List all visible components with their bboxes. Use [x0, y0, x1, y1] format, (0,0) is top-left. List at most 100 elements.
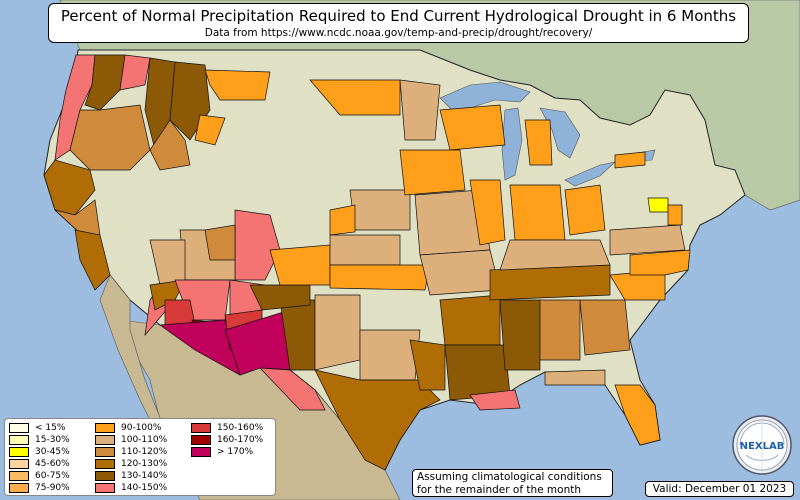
legend: < 15% 15-30% 30-45% 45-60% 60-75% 75-90% 90-10… [4, 418, 276, 496]
legend-swatch [191, 423, 211, 433]
legend-swatch [95, 483, 115, 493]
legend-item: 30-45% [9, 446, 95, 458]
region-ca-south [74, 229, 111, 291]
drought-regions [43, 54, 691, 471]
region-fl-panhandle [544, 369, 606, 386]
legend-label: 120-130% [121, 459, 168, 469]
legend-swatch [9, 459, 29, 469]
legend-label: 15-30% [35, 435, 70, 445]
region-ks-west [269, 244, 331, 286]
region-pa [614, 151, 646, 169]
region-tx-panhandle [314, 294, 361, 371]
region-ne-west [329, 204, 356, 236]
legend-swatch [9, 471, 29, 481]
legend-label: > 170% [217, 447, 254, 457]
region-la-coast [469, 389, 521, 411]
region-ks-central [329, 234, 401, 266]
region-wa-east [119, 54, 151, 91]
assumption-note: Assuming climatological conditions for t… [412, 469, 613, 497]
legend-item: < 15% [9, 422, 95, 434]
region-ne-east [349, 189, 411, 231]
legend-label: 160-170% [217, 435, 264, 445]
legend-label: 140-150% [121, 483, 168, 493]
map-subtitle: Data from https://www.ncdc.noaa.gov/temp… [204, 27, 593, 39]
legend-label: < 15% [35, 423, 66, 433]
lake-michigan [501, 107, 523, 181]
legend-swatch [95, 435, 115, 445]
legend-item: 75-90% [9, 482, 95, 494]
region-mi [524, 119, 553, 166]
region-tx-far-west [259, 367, 326, 411]
region-mo-south [419, 249, 501, 296]
legend-item: 100-110% [95, 434, 191, 446]
region-md [647, 197, 669, 213]
region-oh [564, 184, 606, 236]
legend-label: 130-140% [121, 471, 168, 481]
legend-item: 60-75% [9, 470, 95, 482]
region-az-central [164, 299, 196, 326]
region-ia [399, 149, 466, 196]
legend-item: 120-130% [95, 458, 191, 470]
region-al [539, 299, 581, 361]
region-va [609, 224, 686, 256]
legend-item: 130-140% [95, 470, 191, 482]
legend-item: 110-120% [95, 446, 191, 458]
legend-item: 140-150% [95, 482, 191, 494]
legend-swatch [191, 435, 211, 445]
region-ky [499, 239, 611, 271]
logo-text: NEXLAB [740, 441, 785, 452]
map-title: Percent of Normal Precipitation Required… [60, 7, 737, 25]
region-ok [329, 264, 431, 291]
lake-erie [564, 161, 616, 187]
region-il [469, 179, 506, 246]
region-id-south [149, 119, 191, 171]
legend-item: 15-30% [9, 434, 95, 446]
legend-swatch [95, 459, 115, 469]
region-wi [439, 104, 506, 151]
legend-swatch [9, 423, 29, 433]
region-tx-north [359, 329, 421, 381]
legend-label: 75-90% [35, 483, 70, 493]
region-mn-west [399, 79, 441, 141]
legend-item: 90-100% [95, 422, 191, 434]
note-line-2: for the remainder of the month [417, 483, 582, 496]
legend-swatch [95, 471, 115, 481]
nexlab-logo: NEXLAB [732, 415, 792, 475]
region-in [509, 184, 566, 241]
legend-item: 150-160% [191, 422, 277, 434]
legend-label: 45-60% [35, 459, 70, 469]
region-nc [629, 249, 691, 276]
legend-swatch [95, 447, 115, 457]
region-tx-central [314, 369, 441, 471]
legend-swatch [95, 423, 115, 433]
legend-label: 90-100% [121, 423, 162, 433]
legend-item: 45-60% [9, 458, 95, 470]
legend-swatch [9, 483, 29, 493]
region-ms [499, 299, 541, 371]
region-ga [579, 299, 631, 356]
legend-item: > 170% [191, 446, 277, 458]
legend-swatch [191, 447, 211, 457]
region-or [69, 104, 151, 171]
region-mt-east [204, 69, 271, 101]
legend-label: 30-45% [35, 447, 70, 457]
region-tn [489, 264, 611, 301]
legend-swatch [9, 435, 29, 445]
legend-swatch [9, 447, 29, 457]
region-ar [439, 294, 501, 346]
legend-label: 110-120% [121, 447, 168, 457]
legend-label: 150-160% [217, 423, 264, 433]
region-wy [194, 114, 226, 146]
legend-item: 160-170% [191, 434, 277, 446]
region-ut-east [204, 224, 236, 261]
region-fl [614, 384, 661, 446]
region-tx-east [409, 339, 446, 391]
region-dakotas [309, 79, 401, 116]
note-line-1: Assuming climatological conditions [417, 471, 602, 483]
valid-date: Valid: December 01 2023 [645, 481, 794, 497]
title-box: Percent of Normal Precipitation Required… [48, 3, 749, 43]
legend-label: 100-110% [121, 435, 168, 445]
region-delmarva [667, 204, 683, 226]
legend-label: 60-75% [35, 471, 70, 481]
